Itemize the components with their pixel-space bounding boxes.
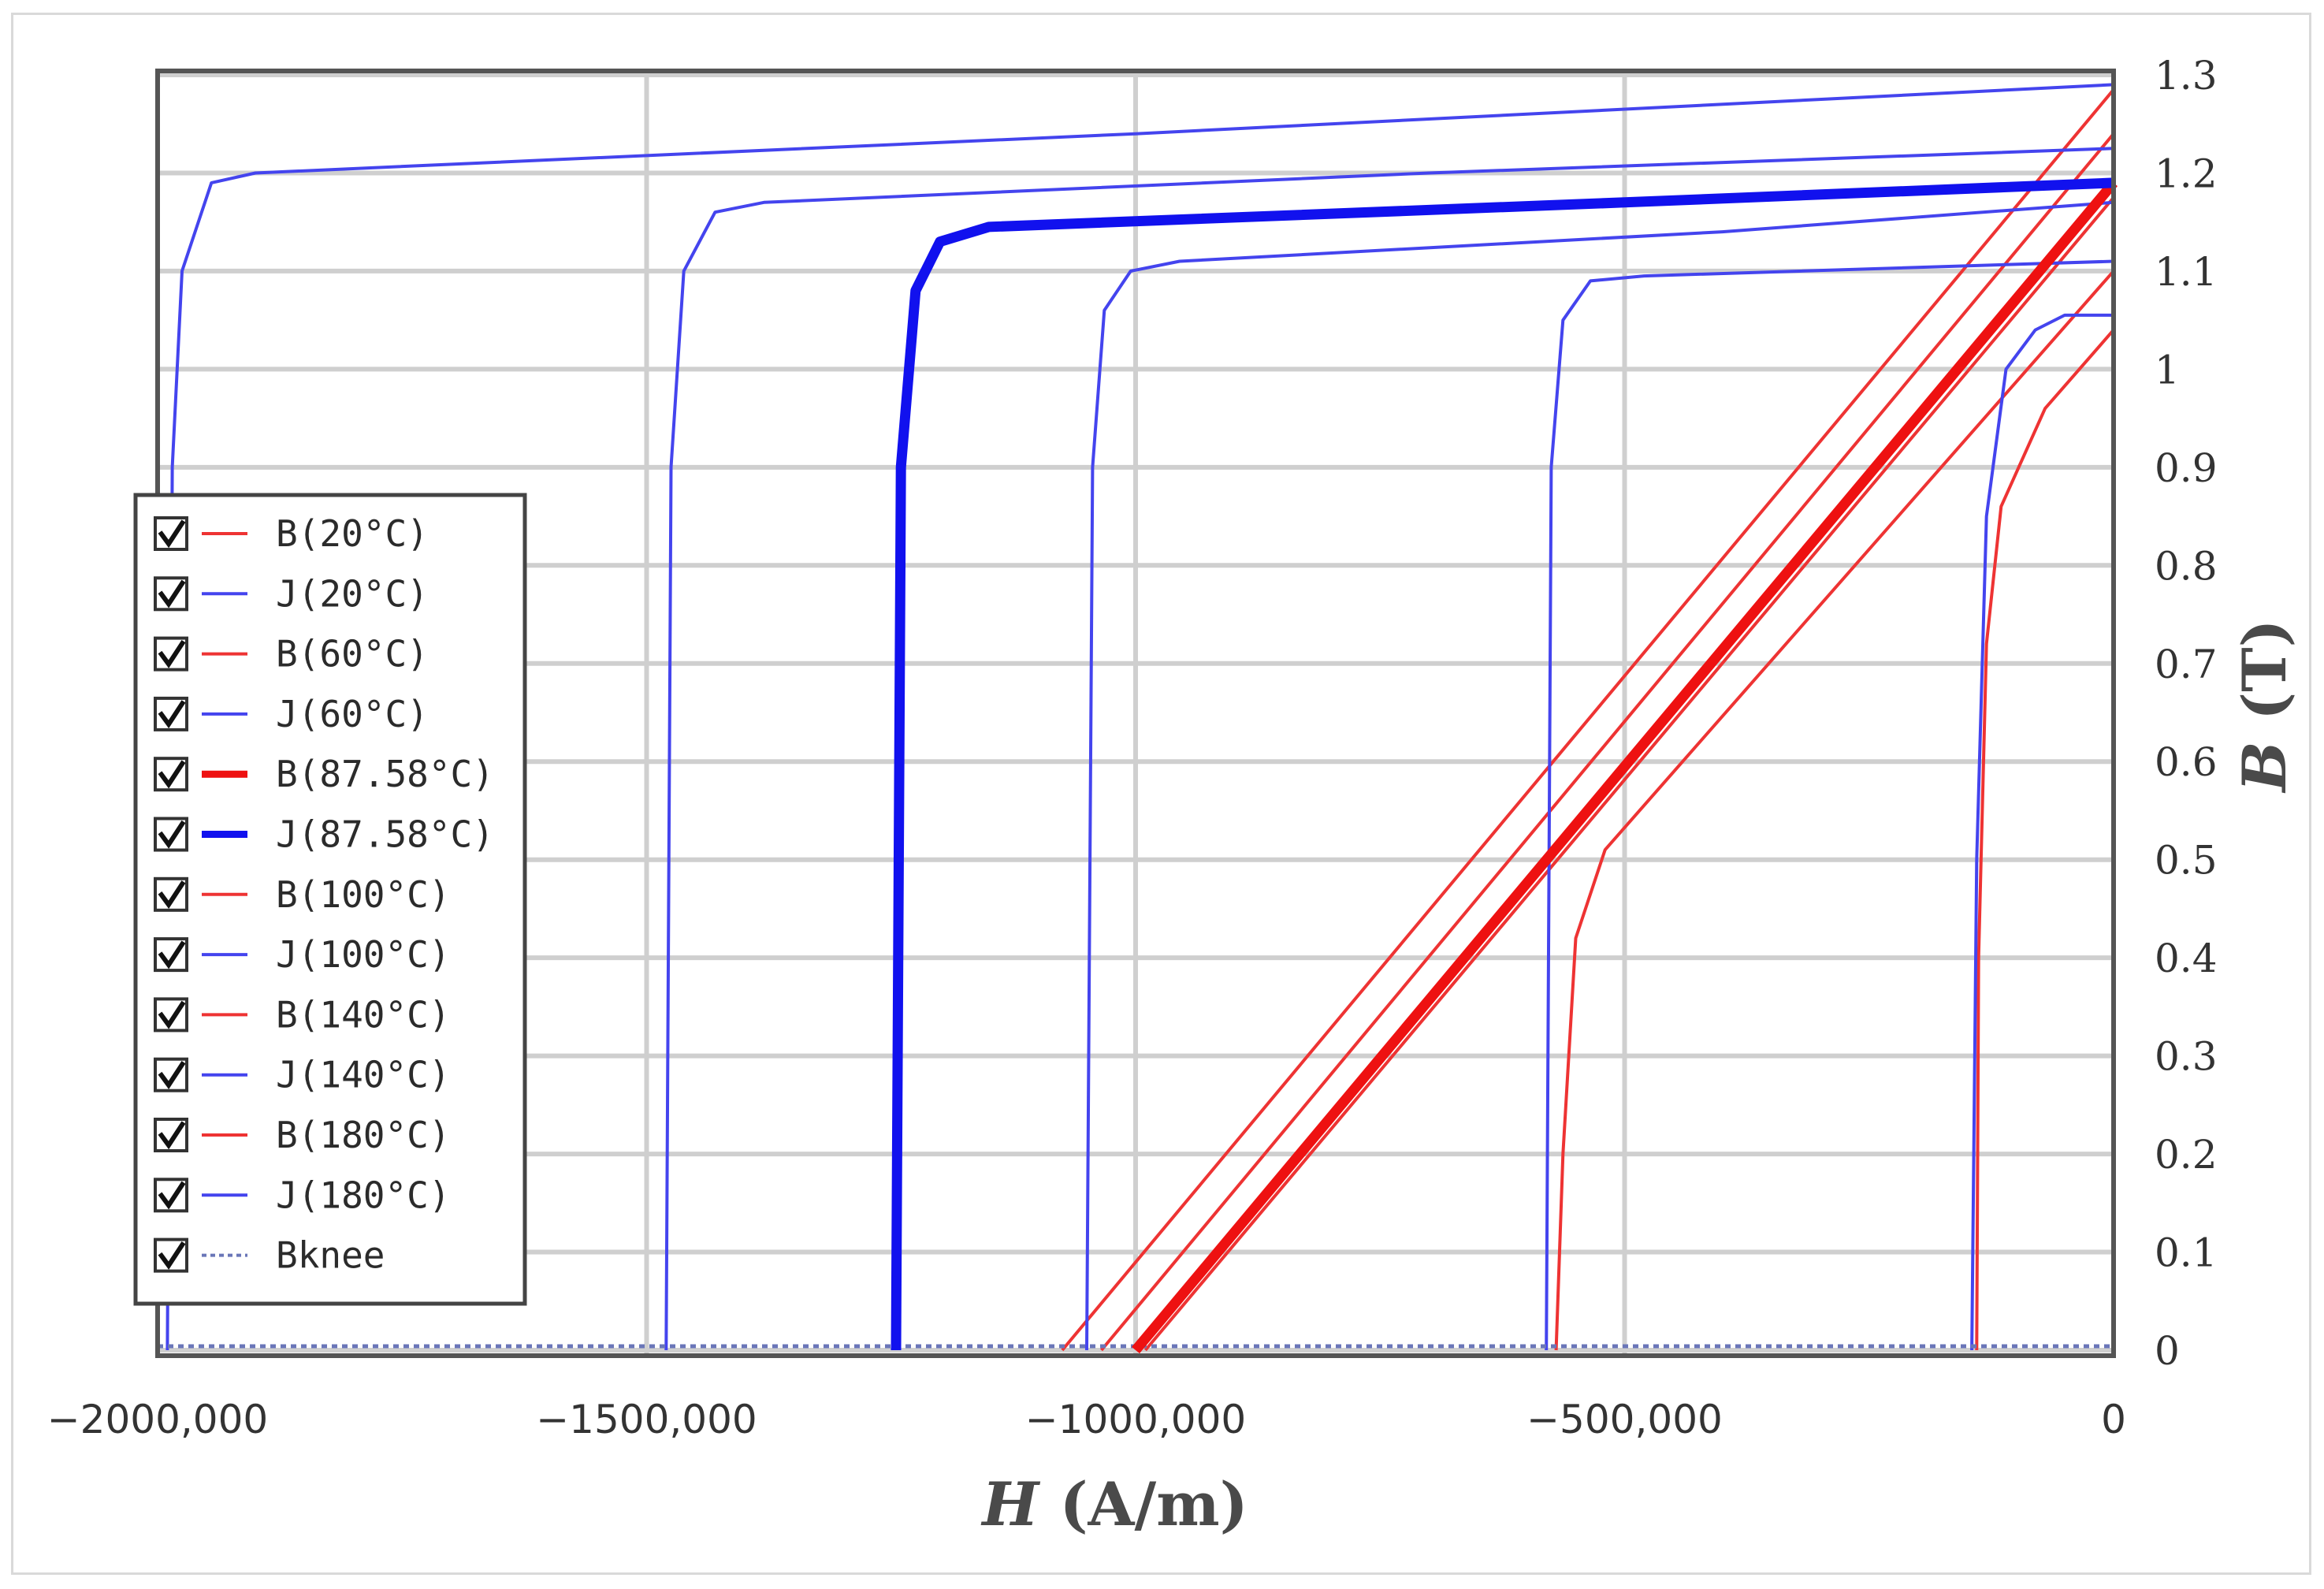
series-line-j-20-c: [165, 83, 2114, 1351]
series-line-b-87-58-c: [1132, 179, 2118, 1354]
legend: B(20°C) J(20°C) B(60°C) J(60°C) B(87.58°C) J(…: [133, 493, 527, 1306]
checkmark-icon: [158, 1061, 186, 1089]
x-tick-label: −1500,000: [536, 1397, 757, 1442]
checkmark-icon: [158, 1181, 186, 1210]
x-axis-unit: (A/m): [1039, 1469, 1248, 1539]
y-tick-label: 0.3: [2155, 1034, 2218, 1080]
series-line-b-60-c: [1100, 132, 2115, 1352]
y-tick-label: 1.2: [2155, 151, 2218, 196]
legend-label: J(180°C): [276, 1174, 451, 1216]
checkmark-icon: [158, 880, 186, 910]
checkmark-icon: [158, 1000, 186, 1029]
series-line-j-100-c: [1085, 200, 2114, 1351]
legend-label: J(140°C): [276, 1054, 451, 1096]
y-tick-label: 0.9: [2155, 445, 2218, 491]
legend-label: B(180°C): [276, 1114, 451, 1156]
checkmark-icon: [158, 579, 186, 608]
checkmark-icon: [158, 1241, 186, 1270]
series-line-j-140-c: [1545, 259, 2114, 1351]
x-tick-label: 0: [2101, 1397, 2126, 1442]
legend-box: [133, 493, 527, 1306]
legend-label: J(87.58°C): [276, 813, 494, 856]
y-tick-label: 1: [2155, 347, 2180, 393]
x-tick-label: −2000,000: [47, 1397, 268, 1442]
series-line-b-140-c: [1554, 270, 2115, 1351]
legend-label: J(20°C): [276, 572, 429, 615]
x-tick-label: −500,000: [1526, 1397, 1723, 1442]
legend-label: B(60°C): [276, 633, 429, 675]
legend-label: B(140°C): [276, 993, 451, 1036]
checkmark-icon: [158, 639, 186, 668]
series-line-j-87-58-c: [891, 177, 2114, 1351]
checkmark-icon: [158, 940, 186, 969]
y-axis-label: B (T): [2229, 619, 2300, 793]
x-tick-label: −1000,000: [1025, 1397, 1246, 1442]
y-tick-label: 1.1: [2155, 249, 2218, 295]
y-tick-label: 0.2: [2155, 1132, 2218, 1178]
y-tick-label: 1.3: [2155, 53, 2218, 99]
checkmark-icon: [158, 519, 186, 549]
legend-label: B(20°C): [276, 512, 429, 555]
legend-label: B(100°C): [276, 873, 451, 916]
y-tick-label: 0.1: [2155, 1230, 2218, 1276]
checkmark-icon: [158, 1121, 186, 1150]
series-line-j-60-c: [664, 147, 2114, 1351]
x-axis-ticks: −2000,000 −1500,000 −1000,000 −500,000 0: [47, 1397, 2126, 1442]
series-line-j-180-c: [1970, 313, 2114, 1351]
series-line-b-100-c: [1143, 196, 2115, 1352]
y-tick-label: 0.5: [2155, 838, 2218, 884]
checkmark-icon: [158, 820, 186, 849]
y-axis-variable: B: [2229, 741, 2300, 793]
legend-label: J(60°C): [276, 693, 429, 735]
y-tick-label: 0.8: [2155, 543, 2218, 589]
series-line-b-20-c: [1061, 88, 2115, 1352]
legend-label: Bknee: [276, 1234, 385, 1277]
y-axis-unit: (T): [2229, 619, 2300, 741]
legend-label: B(87.58°C): [276, 753, 494, 795]
figure-frame: [11, 13, 2311, 1575]
y-axis-ticks: 0 0.1 0.2 0.3 0.4 0.5 0.6 0.7 0.8 0.9 1 1.1 1.2 1.3: [2155, 53, 2218, 1374]
checkmark-icon: [158, 760, 186, 789]
series-lines: [158, 83, 2118, 1354]
legend-label: J(100°C): [276, 933, 451, 976]
y-tick-label: 0.7: [2155, 642, 2218, 687]
y-tick-label: 0.6: [2155, 739, 2218, 785]
x-axis-variable: H: [980, 1469, 1040, 1539]
y-tick-label: 0.4: [2155, 936, 2218, 981]
series-line-b-180-c: [1975, 329, 2115, 1351]
y-tick-label: 0: [2155, 1328, 2180, 1374]
x-axis-label: H (A/m): [980, 1469, 1248, 1539]
checkmark-icon: [158, 700, 186, 729]
